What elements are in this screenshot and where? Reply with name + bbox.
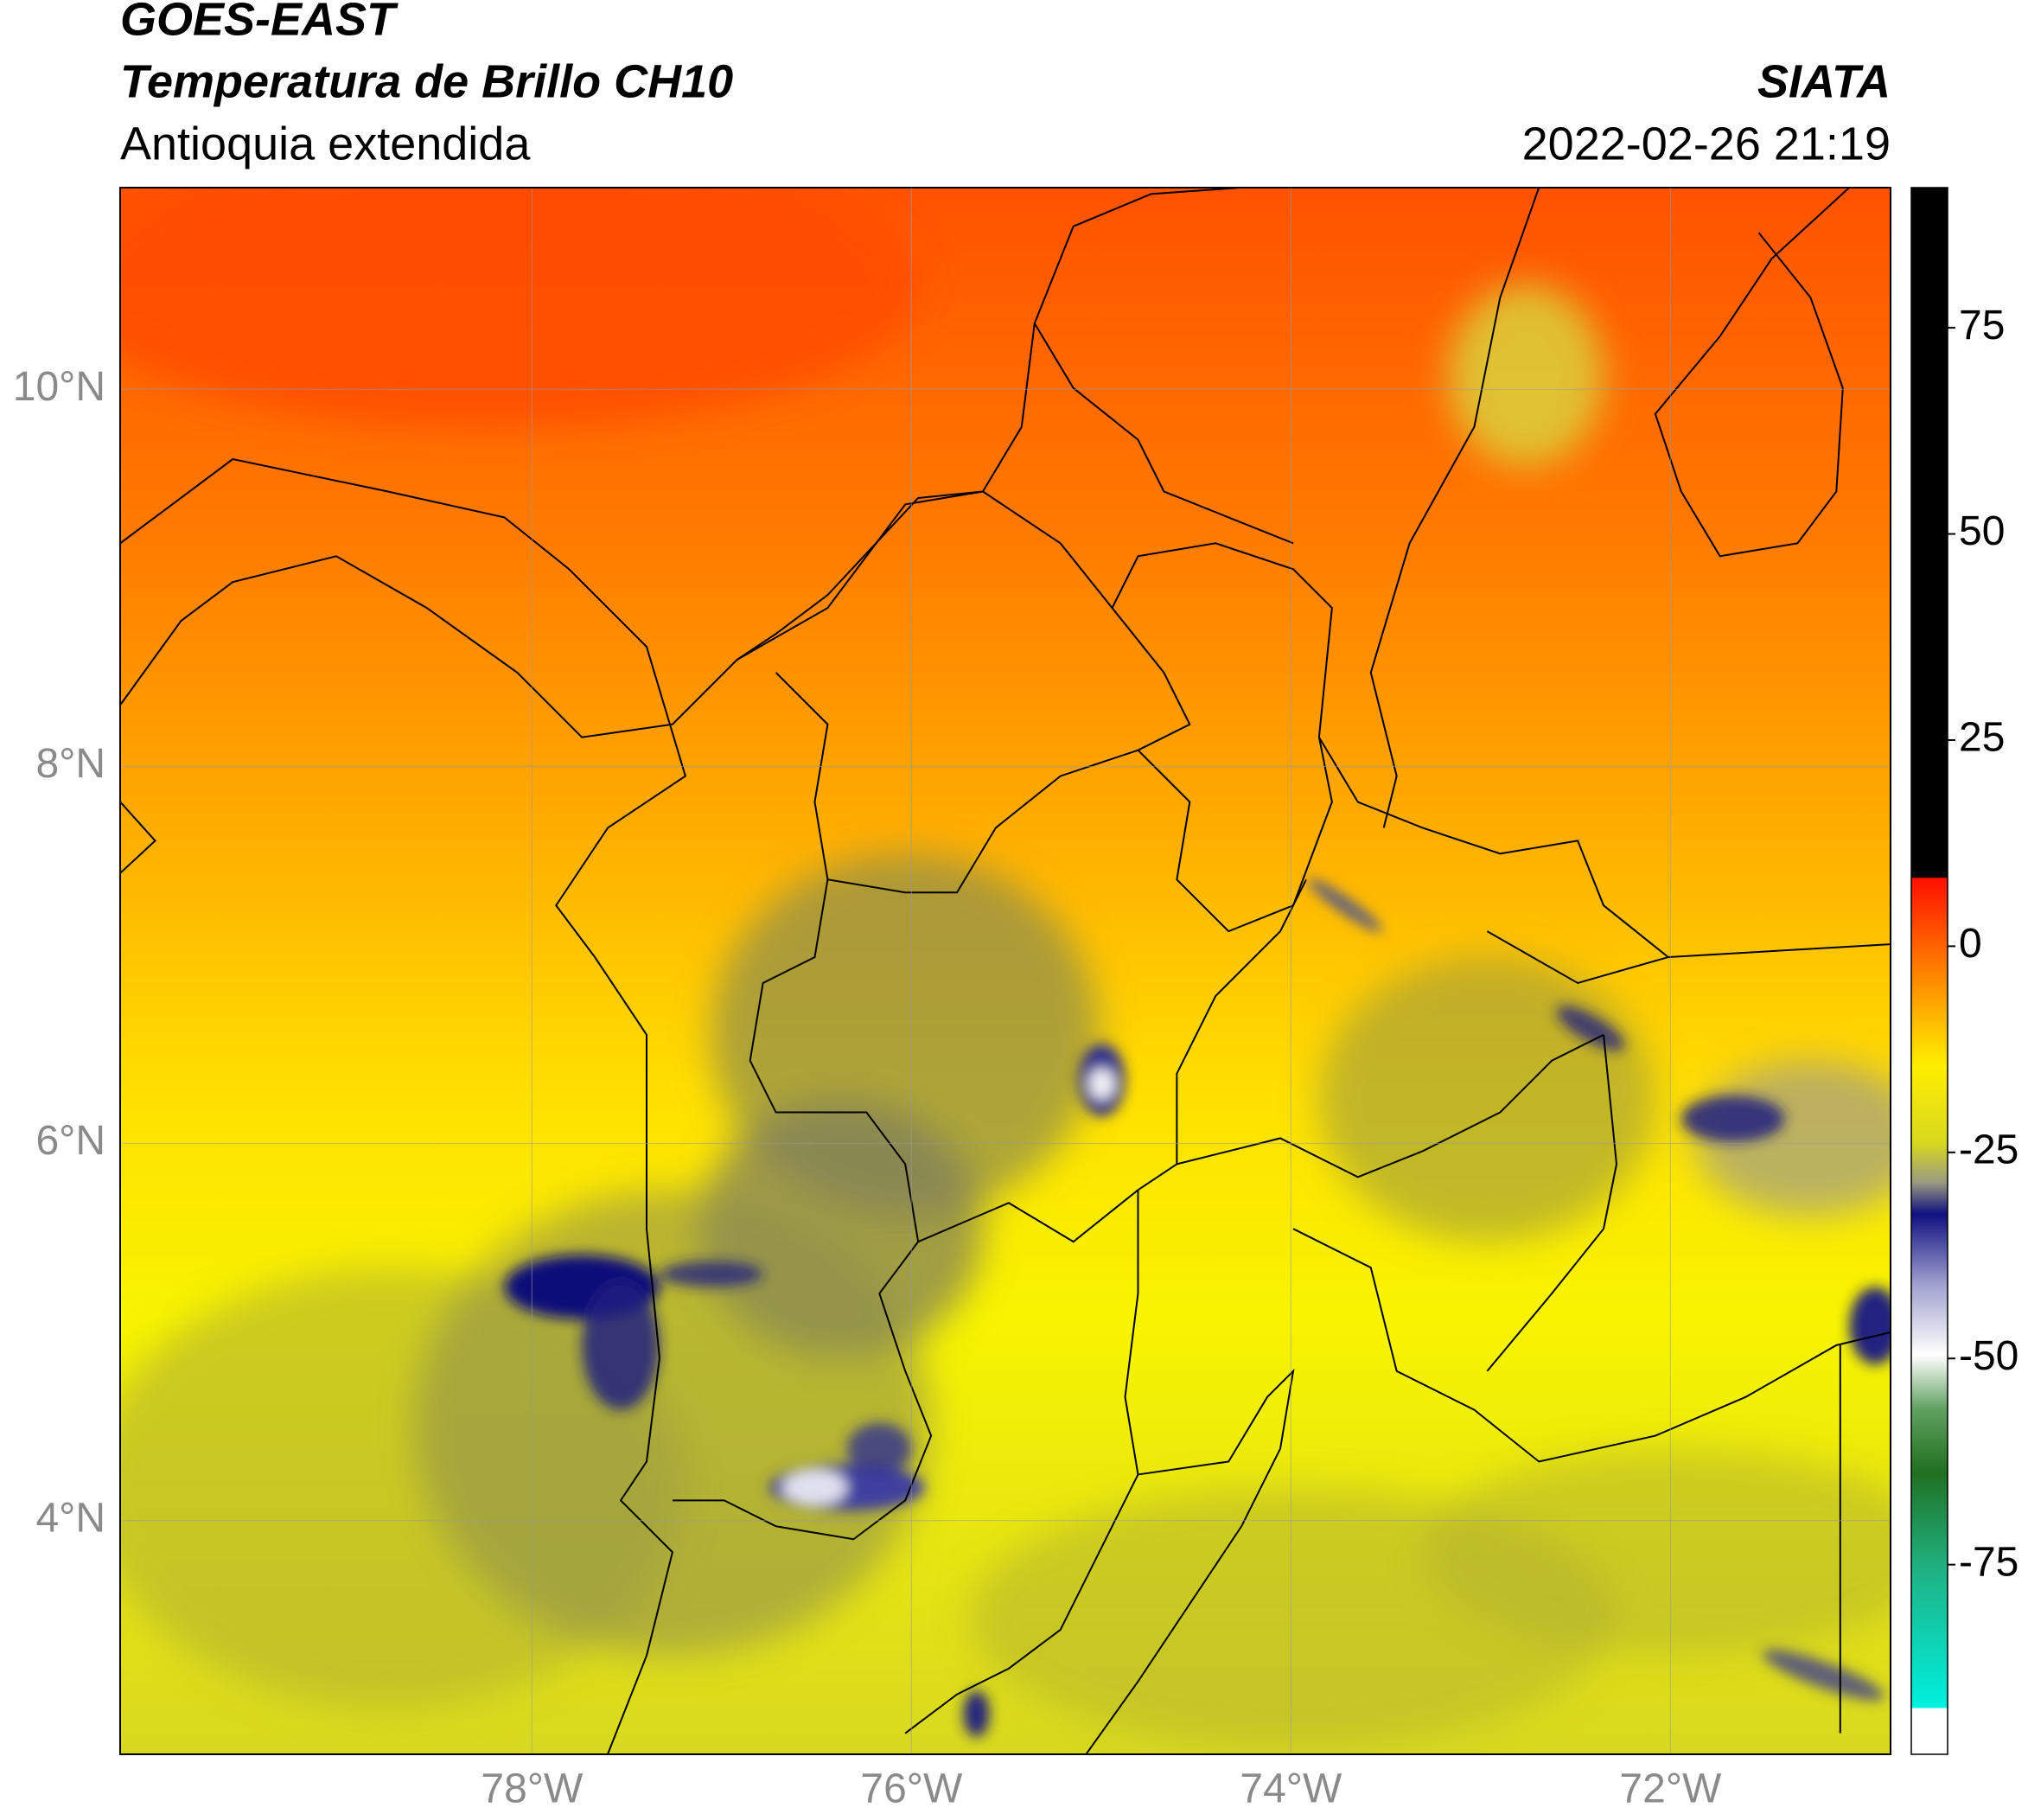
colorbar-tick-label: -75 bbox=[1959, 1539, 2018, 1585]
colorbar-tick-label: -50 bbox=[1959, 1333, 2018, 1379]
colorbar-tick-label: -25 bbox=[1959, 1127, 2018, 1172]
subtitle: Temperatura de Brillo CH10 bbox=[120, 55, 733, 107]
colorbar-tick-label: 25 bbox=[1959, 715, 2005, 761]
source: SIATA bbox=[1757, 55, 1891, 107]
x-tick-label: 74°W bbox=[1240, 1766, 1342, 1812]
coastlines-and-borders bbox=[120, 188, 1891, 1754]
x-tick-label: 76°W bbox=[860, 1766, 963, 1812]
y-tick-label: 4°N bbox=[35, 1495, 105, 1541]
map-layers bbox=[120, 188, 1891, 1754]
cold-tops bbox=[504, 878, 1891, 1738]
map-frame bbox=[119, 187, 1891, 1755]
region: Antioquia extendida bbox=[120, 118, 531, 169]
colorbar-tick-label: 0 bbox=[1959, 921, 1982, 967]
colorbar bbox=[1910, 187, 1948, 1755]
map bbox=[120, 188, 1891, 1754]
title: GOES-EAST bbox=[120, 0, 399, 45]
colorbar-tick-label: 75 bbox=[1959, 303, 2005, 348]
x-tick-label: 72°W bbox=[1619, 1766, 1722, 1812]
datetime: 2022-02-26 21:19 bbox=[1522, 118, 1891, 169]
x-tick-label: 78°W bbox=[481, 1766, 584, 1812]
y-tick-label: 8°N bbox=[35, 741, 105, 787]
y-tick-label: 6°N bbox=[35, 1118, 105, 1164]
y-tick-label: 10°N bbox=[13, 364, 105, 410]
colorbar-tick-label: 50 bbox=[1959, 508, 2005, 554]
